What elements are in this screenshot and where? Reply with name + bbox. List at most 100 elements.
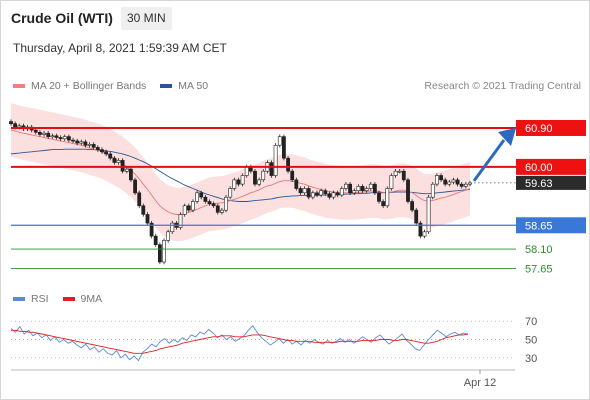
x-tick-label: Apr 12 xyxy=(464,377,496,389)
copyright-text: Research © 2021 Trading Central xyxy=(424,80,581,92)
legend-swatch-ma20 xyxy=(13,84,25,88)
candle-body xyxy=(339,188,344,196)
candle-body xyxy=(195,192,200,202)
candle-body xyxy=(253,170,257,185)
candle-body xyxy=(414,209,419,224)
candle-body xyxy=(120,160,125,172)
candle-body xyxy=(91,144,96,148)
level-label-60.00: 60.00 xyxy=(525,162,553,174)
candle-body xyxy=(178,214,183,228)
legend-label-ma50: MA 50 xyxy=(178,80,209,92)
legend-label-rsi: RSI xyxy=(31,293,49,305)
legend-swatch-rsi xyxy=(13,297,25,301)
candle-body xyxy=(331,192,336,198)
candle-body xyxy=(372,183,377,194)
candle-body xyxy=(153,235,158,246)
candle-body xyxy=(306,188,311,198)
candle-body xyxy=(443,179,448,185)
candle-body xyxy=(129,168,133,181)
projection-arrow-head xyxy=(498,127,516,146)
legend-label-9ma: 9MA xyxy=(80,293,103,305)
candle-body xyxy=(352,190,357,194)
ma20-line xyxy=(10,129,471,215)
candle-body xyxy=(104,151,109,155)
candle-body xyxy=(447,181,452,185)
candle-body xyxy=(381,201,386,207)
candle-body xyxy=(199,192,204,198)
candle-body xyxy=(401,170,406,181)
candle-body xyxy=(385,188,390,207)
candle-body xyxy=(459,183,464,187)
price-legend: MA 20 + Bollinger Bands MA 50 xyxy=(13,80,222,92)
candle-body xyxy=(71,139,75,142)
candle-body xyxy=(236,179,241,185)
candle-body xyxy=(360,186,365,191)
chart-datetime: Thursday, April 8, 2021 1:59:39 AM CET xyxy=(13,41,227,55)
candle-body xyxy=(434,175,439,185)
candle-body xyxy=(211,203,216,207)
candle-body xyxy=(273,145,278,176)
candle-body xyxy=(463,183,468,187)
candle-body xyxy=(327,193,332,198)
candle-body xyxy=(95,147,100,150)
level-label-58.10: 58.10 xyxy=(525,244,553,256)
rsi-legend: RSI 9MA xyxy=(13,293,116,305)
chart-header: Crude Oil (WTI) 30 MIN xyxy=(0,0,590,36)
legend-label-ma20: MA 20 + Bollinger Bands xyxy=(31,80,147,92)
current-price-label: 59.63 xyxy=(525,178,553,190)
candle-body xyxy=(83,141,88,146)
candlesticks xyxy=(9,119,472,265)
candle-body xyxy=(418,222,423,237)
candle-body xyxy=(290,170,295,181)
candle-body xyxy=(397,170,402,173)
candle-body xyxy=(79,141,84,144)
candle-body xyxy=(158,244,162,263)
candle-body xyxy=(33,129,38,133)
legend-swatch-9ma xyxy=(62,297,75,301)
candle-body xyxy=(203,196,208,202)
candle-body xyxy=(108,153,113,159)
rsi-tick-30: 30 xyxy=(525,353,537,365)
candle-body xyxy=(58,137,63,140)
candle-body xyxy=(166,231,171,241)
level-label-bg-60.90 xyxy=(516,119,586,136)
candle-body xyxy=(240,175,245,185)
candle-body xyxy=(286,157,291,172)
candle-body xyxy=(87,144,92,146)
candle-body xyxy=(343,183,348,189)
candle-body xyxy=(162,240,166,263)
candle-body xyxy=(455,179,460,185)
candle-body xyxy=(17,125,22,128)
candle-body xyxy=(410,201,415,211)
candle-body xyxy=(191,201,195,211)
candle-body xyxy=(439,175,444,181)
rsi-tick-50: 50 xyxy=(525,335,537,347)
candle-body xyxy=(377,192,381,202)
candle-body xyxy=(315,192,319,196)
candle-body xyxy=(261,170,266,181)
candle-body xyxy=(294,179,299,189)
candle-body xyxy=(124,168,129,172)
candle-body xyxy=(224,196,228,211)
candle-body xyxy=(364,188,369,192)
candle-body xyxy=(451,179,456,183)
candle-body xyxy=(244,166,249,176)
candle-body xyxy=(426,196,431,233)
legend-item-ma50: MA 50 xyxy=(160,80,208,92)
candle-body xyxy=(298,188,303,194)
candle-body xyxy=(13,123,18,128)
candle-body xyxy=(430,183,435,198)
projection-arrow-shaft xyxy=(472,139,506,182)
candle-body xyxy=(393,170,398,176)
current-price-bg xyxy=(516,175,586,190)
candle-body xyxy=(281,136,286,159)
candle-body xyxy=(310,192,315,198)
candle-body xyxy=(62,136,67,140)
legend-item-9ma: 9MA xyxy=(62,293,103,305)
candle-body xyxy=(220,209,224,213)
candle-body xyxy=(269,162,274,176)
legend-swatch-ma50 xyxy=(160,84,173,88)
candle-body xyxy=(422,231,427,237)
timeframe-badge[interactable]: 30 MIN xyxy=(121,7,172,30)
level-label-58.65: 58.65 xyxy=(525,220,553,232)
